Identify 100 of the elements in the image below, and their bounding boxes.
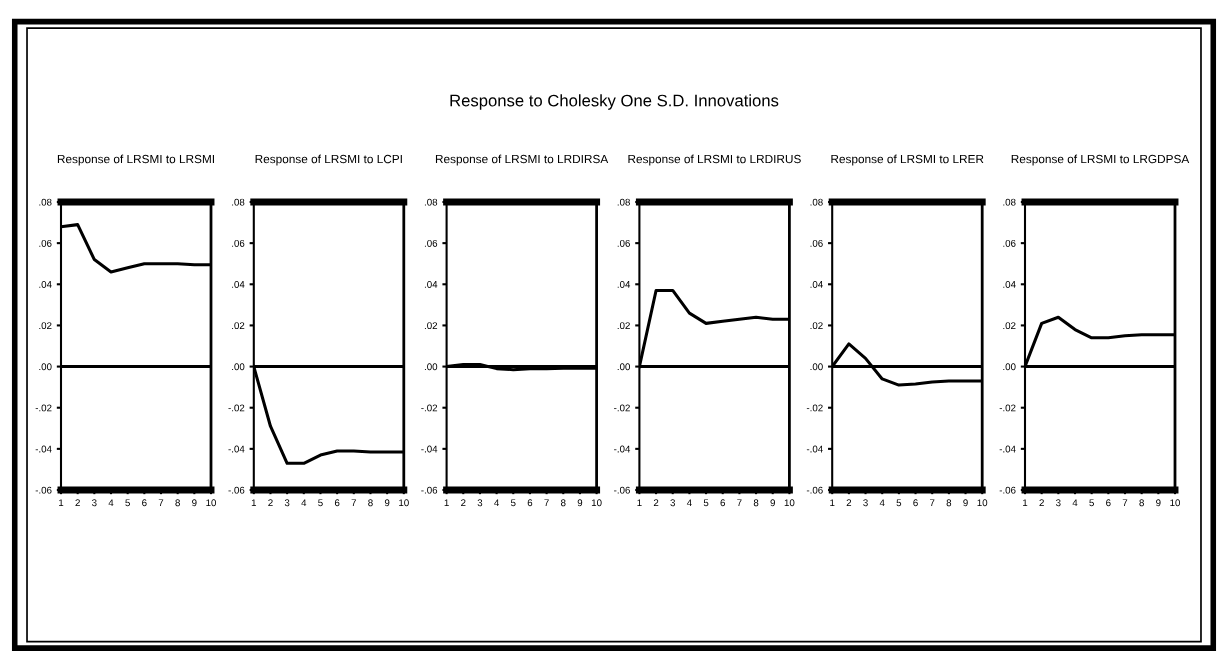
y-tick-label: -.04 [806,445,823,453]
x-tick-label: 6 [913,499,918,507]
y-tick-label: -.06 [614,486,630,494]
y-tick-label: .04 [1003,281,1016,288]
chart-title: Response of LRSMI to LRER [831,154,984,166]
x-tick-label: 9 [192,499,197,507]
y-tick-label: -.06 [806,486,823,494]
x-tick-label: 1 [1023,499,1028,507]
y-tick-label: -.02 [806,404,823,412]
y-tick-label: -.02 [614,404,630,412]
x-tick-label: 10 [977,499,988,507]
x-tick-label: 6 [334,499,340,507]
x-tick-label: 7 [737,499,742,507]
x-tick-label: 5 [1089,499,1094,507]
y-tick-label: .04 [39,281,52,288]
x-tick-label: 4 [108,499,114,507]
x-tick-label: 5 [896,499,902,507]
x-tick-label: 2 [268,499,273,507]
x-tick-label: 4 [879,499,885,507]
y-tick-label: -.06 [35,486,52,494]
y-tick-label: .02 [617,322,630,330]
x-tick-label: 10 [591,499,602,507]
y-tick-label: .02 [1003,322,1016,330]
y-tick-label: .02 [232,322,245,330]
y-tick-label: .00 [1003,363,1016,371]
x-tick-label: 5 [318,499,323,507]
x-tick-label: 8 [946,499,952,507]
x-tick-label: 9 [963,499,968,507]
y-tick-label: .00 [39,363,52,371]
chart-title: Response of LRSMI to LCPI [255,154,402,166]
x-tick-label: 1 [59,499,64,507]
x-tick-label: 9 [1156,499,1161,507]
y-tick-label: .06 [810,239,823,247]
x-tick-label: 9 [770,499,775,507]
y-tick-label: -.06 [228,486,245,494]
x-tick-label: 8 [560,499,566,507]
x-tick-label: 4 [1072,499,1078,507]
chart-title: Response of LRSMI to LRDIRSA [435,154,609,166]
y-tick-label: -.04 [999,445,1016,453]
x-tick-label: 7 [158,499,164,507]
x-tick-label: 8 [368,499,373,507]
x-tick-label: 1 [830,499,835,507]
x-tick-label: 7 [930,499,935,507]
y-tick-label: .04 [232,281,245,288]
x-tick-label: 2 [846,499,852,507]
y-tick-label: -.06 [421,486,438,494]
x-tick-label: 4 [494,499,500,507]
y-tick-label: -.02 [35,404,52,412]
x-tick-label: 7 [544,499,549,507]
x-tick-label: 4 [301,499,307,507]
x-tick-label: 4 [686,499,692,507]
y-tick-label: .00 [617,363,630,371]
y-tick-label: .06 [1003,239,1016,247]
x-tick-label: 6 [720,499,726,507]
y-tick-label: .02 [424,322,438,330]
y-tick-label: .08 [1003,198,1016,206]
y-tick-label: .06 [39,239,52,247]
x-tick-label: 9 [577,499,583,507]
x-tick-label: 7 [1122,499,1128,507]
y-tick-label: .08 [424,198,438,206]
y-tick-label: .08 [810,198,823,206]
x-tick-label: 3 [284,499,290,507]
x-tick-label: 9 [384,499,390,507]
x-tick-label: 10 [784,499,795,507]
x-tick-label: 3 [863,499,868,507]
y-tick-label: .06 [424,239,438,247]
x-tick-label: 3 [1056,499,1061,507]
x-tick-label: 3 [92,499,97,507]
x-tick-label: 1 [637,499,642,507]
x-tick-label: 8 [1139,499,1144,507]
x-tick-label: 5 [510,499,516,507]
y-tick-label: -.04 [421,445,438,453]
x-tick-label: 10 [206,499,217,507]
x-tick-label: 6 [142,499,147,507]
y-tick-label: -.02 [421,404,438,412]
x-tick-label: 8 [175,499,180,507]
y-tick-label: .00 [232,363,245,371]
y-tick-label: .00 [424,363,438,371]
x-tick-label: 10 [1170,499,1181,507]
x-tick-label: 10 [399,499,409,507]
x-tick-label: 5 [125,499,130,507]
x-tick-label: 7 [351,499,357,507]
x-tick-label: 5 [703,499,709,507]
x-tick-label: 2 [653,499,659,507]
x-tick-label: 8 [753,499,759,507]
y-tick-label: -.06 [999,486,1016,494]
x-tick-label: 3 [670,499,676,507]
y-tick-label: .06 [232,239,245,247]
y-tick-label: .08 [617,198,630,206]
chart-title: Response of LRSMI to LRDIRUS [628,154,801,166]
y-tick-label: -.04 [35,445,52,453]
text: Response to Cholesky One S.D. Innovations [450,94,779,110]
chart-title: Response of LRSMI to LRSMI [57,154,214,166]
y-tick-label: .08 [232,198,245,206]
y-tick-label: .00 [810,363,823,371]
x-tick-label: 6 [1106,499,1111,507]
x-tick-label: 2 [461,499,466,507]
x-tick-label: 1 [251,499,257,507]
y-tick-label: -.04 [614,445,631,453]
x-tick-label: 6 [527,499,533,507]
